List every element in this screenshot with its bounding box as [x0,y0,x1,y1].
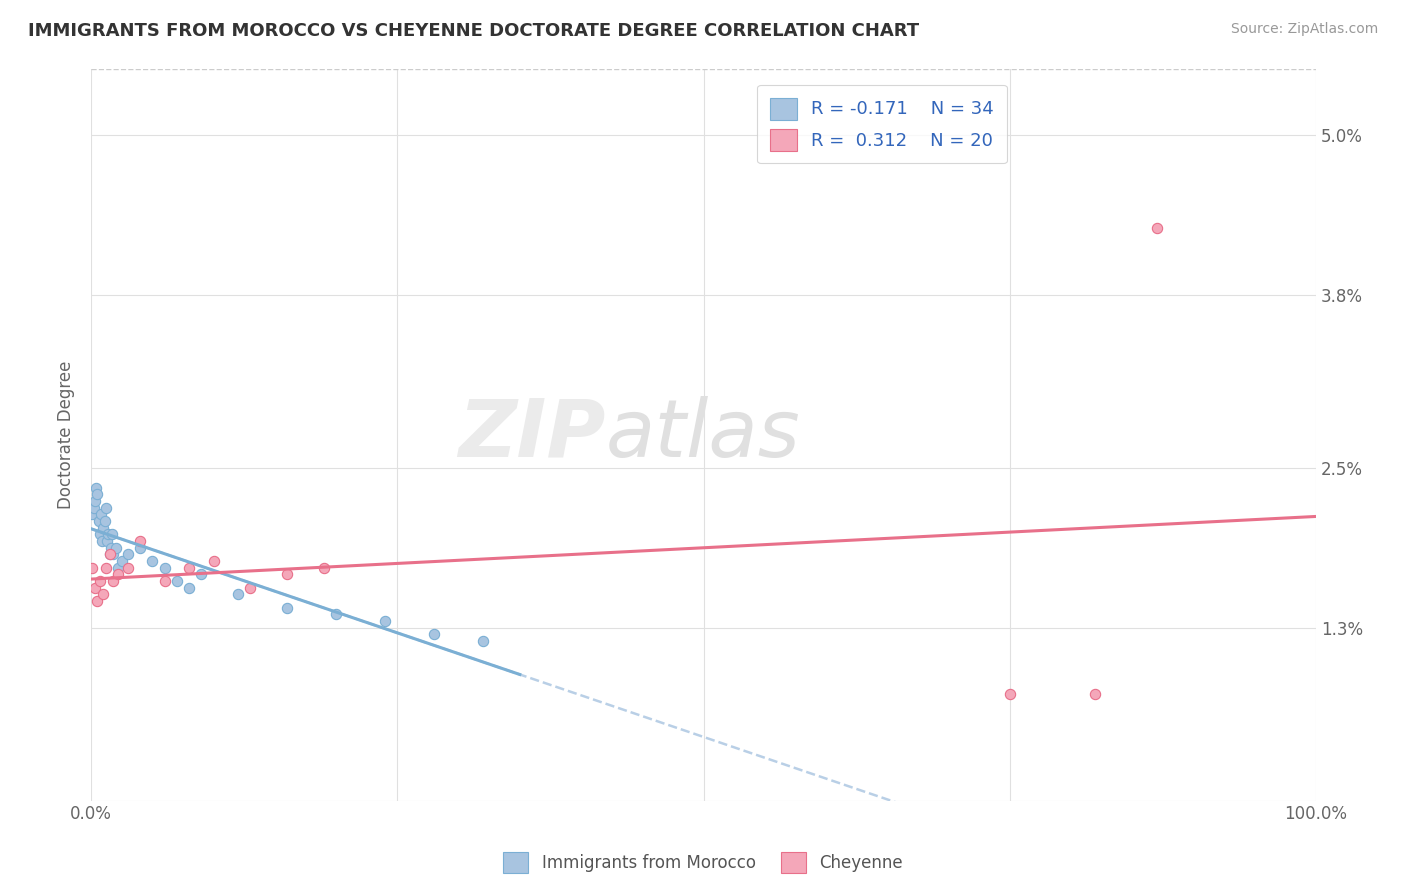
Point [111,554,134,568]
Point [239,581,262,595]
Point [90,508,112,522]
Point [153,560,176,574]
Point [179,581,201,595]
Point [166,574,188,588]
Point [98,547,121,561]
Point [98,547,121,561]
Point [374,614,396,628]
Point [202,554,225,568]
Point [91,534,114,549]
Point [129,534,152,549]
Text: Source: ZipAtlas.com: Source: ZipAtlas.com [1230,22,1378,37]
Point [83,494,105,508]
Point [1084,687,1107,701]
Point [472,633,495,648]
Point [179,560,201,574]
Point [89,527,111,541]
Point [93,521,115,535]
Point [93,587,115,601]
Point [129,541,152,555]
Point [84,481,107,495]
Point [96,534,118,549]
Point [117,560,139,574]
Point [312,560,335,574]
Point [117,547,139,561]
Point [141,554,163,568]
Legend: Immigrants from Morocco, Cheyenne: Immigrants from Morocco, Cheyenne [496,846,910,880]
Point [94,500,117,515]
Point [107,560,129,574]
Point [325,607,347,622]
Point [998,687,1021,701]
Text: atlas: atlas [606,395,800,474]
Legend: R = -0.171    N = 34, R =  0.312    N = 20: R = -0.171 N = 34, R = 0.312 N = 20 [758,85,1007,163]
Text: IMMIGRANTS FROM MOROCCO VS CHEYENNE DOCTORATE DEGREE CORRELATION CHART: IMMIGRANTS FROM MOROCCO VS CHEYENNE DOCT… [28,22,920,40]
Point [276,600,298,615]
Point [83,581,105,595]
Point [82,508,104,522]
Point [86,594,108,608]
Point [86,487,108,501]
Point [276,567,298,582]
Point [103,547,125,561]
Point [100,541,122,555]
Point [153,574,176,588]
Point [226,587,249,601]
Point [89,574,111,588]
Point [93,514,115,528]
Point [82,560,104,574]
Point [423,627,446,641]
Point [103,574,125,588]
Text: ZIP: ZIP [458,395,606,474]
Point [104,541,127,555]
Y-axis label: Doctorate Degree: Doctorate Degree [58,360,75,508]
Point [83,500,105,515]
Point [101,527,124,541]
Point [97,527,120,541]
Point [190,567,212,582]
Point [107,567,129,582]
Point [94,560,117,574]
Point [87,514,110,528]
Point [1146,221,1168,235]
